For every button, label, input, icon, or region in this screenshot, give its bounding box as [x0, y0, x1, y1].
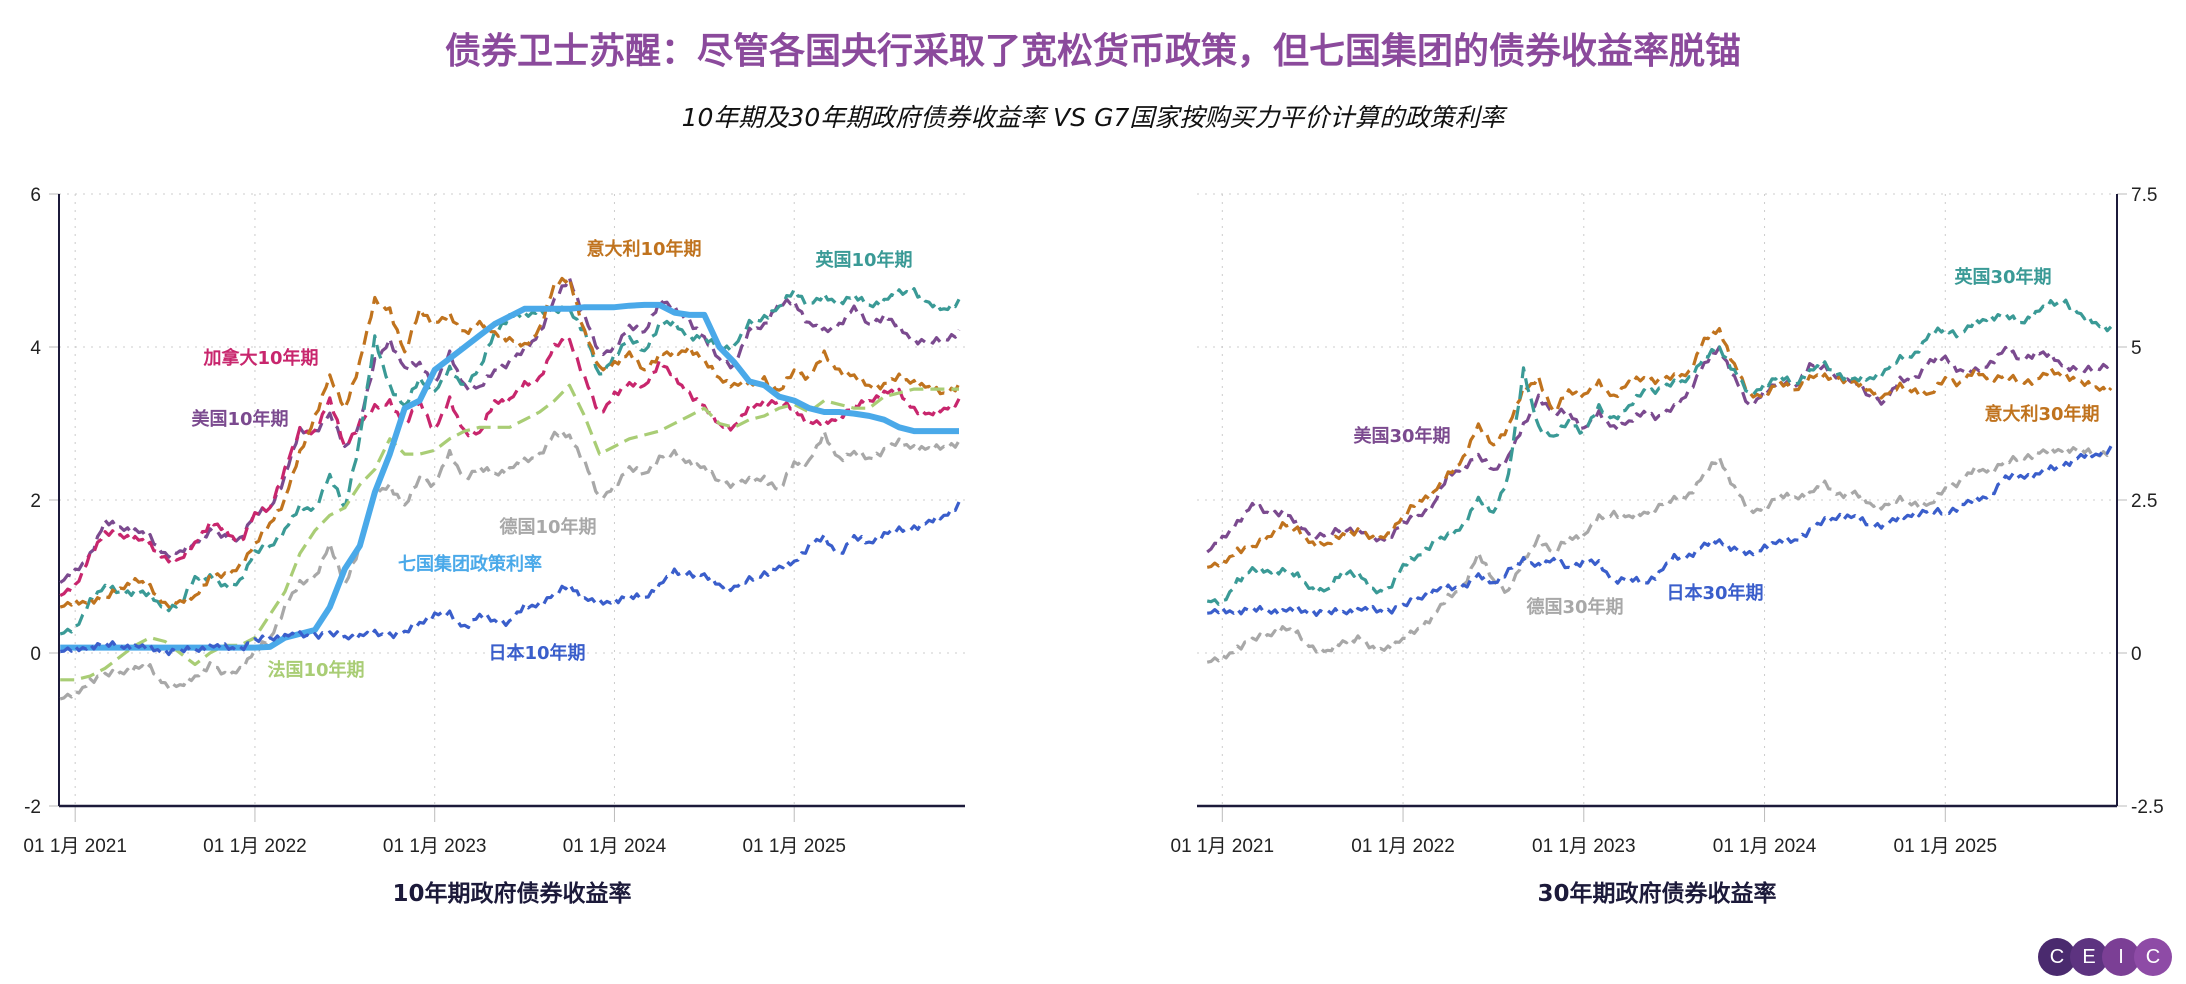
y-tick-label: 7.5	[2131, 185, 2157, 206]
x-axis-title: 10年期政府债券收益率	[392, 880, 631, 907]
series-line	[60, 383, 959, 682]
x-tick-label: 01 1月 2022	[1351, 836, 1455, 857]
label-canada-10y: 加拿大10年期	[203, 348, 319, 369]
x-tick-label: 01 1月 2023	[383, 836, 487, 857]
ceic-logo: C E I C	[2038, 938, 2172, 976]
x-tick-label: 01 1月 2023	[1532, 836, 1636, 857]
series-line	[59, 337, 961, 598]
x-tick-label: 01 1月 2025	[742, 836, 846, 857]
chart-subtitle: 10年期及30年期政府债券收益率 VS G7国家按购买力平价计算的政策利率	[681, 103, 1505, 132]
label-germany-10y: 德国10年期	[499, 517, 597, 538]
y-tick-label: -2.5	[2131, 797, 2164, 818]
chart-title: 债券卫士苏醒：尽管各国央行采取了宽松货币政策，但七国集团的债券收益率脱锚	[444, 31, 1741, 72]
x-tick-label: 01 1月 2021	[1171, 836, 1275, 857]
label-france-10y: 法国10年期	[267, 660, 365, 681]
label-us-10y: 美国10年期	[191, 409, 289, 430]
label-italy-10y: 意大利10年期	[586, 239, 702, 260]
series-line	[1206, 298, 2113, 606]
label-g7-policy-rate: 七国集团政策利率	[398, 554, 542, 575]
chart-2: 7.5 5 2.5 0 -2.5 01 1月 2021 01 1月 2022 01 1月 20…	[1171, 185, 2164, 907]
y-tick-label: 6	[30, 185, 41, 206]
y-tick-label: 0	[30, 644, 41, 665]
label-japan-10y: 日本10年期	[488, 643, 586, 664]
series-line	[59, 276, 961, 609]
series-line	[59, 287, 961, 636]
x-tick-label: 01 1月 2024	[1713, 836, 1817, 857]
x-axis-title: 30年期政府债券收益率	[1537, 880, 1776, 907]
x-tick-label: 01 1月 2021	[23, 836, 127, 857]
label-uk-10y: 英国10年期	[815, 250, 913, 271]
label-us-30y: 美国30年期	[1353, 426, 1451, 447]
x-tick-label: 01 1月 2025	[1894, 836, 1998, 857]
series-line	[59, 429, 961, 701]
y-tick-label: 0	[2131, 644, 2142, 665]
chart-1: 6 4 2 0 -2 01 1月 2021 01 1月 2022 01 1月 2023 01 1…	[23, 185, 965, 907]
label-italy-30y: 意大利30年期	[1984, 404, 2100, 425]
label-uk-30y: 英国30年期	[1954, 267, 2052, 288]
logo-letter: C	[2134, 938, 2172, 976]
y-tick-label: 5	[2131, 338, 2142, 359]
series-line	[59, 276, 961, 584]
logo-letter: C	[2038, 938, 2076, 976]
series-line	[1206, 445, 2113, 664]
series-line	[1206, 327, 2113, 569]
y-tick-label: 2	[30, 491, 41, 512]
series-line	[1206, 345, 2113, 554]
x-tick-label: 01 1月 2024	[563, 836, 667, 857]
x-tick-label: 01 1月 2022	[203, 836, 307, 857]
y-tick-label: 2.5	[2131, 491, 2157, 512]
logo-letter: E	[2070, 938, 2108, 976]
series-line	[60, 301, 959, 651]
logo-letter: I	[2102, 938, 2140, 976]
y-tick-label: 4	[30, 338, 41, 359]
label-germany-30y: 德国30年期	[1526, 597, 1624, 618]
series-line	[60, 501, 961, 657]
y-tick-label: -2	[24, 797, 41, 818]
series-line	[1207, 445, 2113, 617]
label-japan-30y: 日本30年期	[1666, 583, 1764, 604]
